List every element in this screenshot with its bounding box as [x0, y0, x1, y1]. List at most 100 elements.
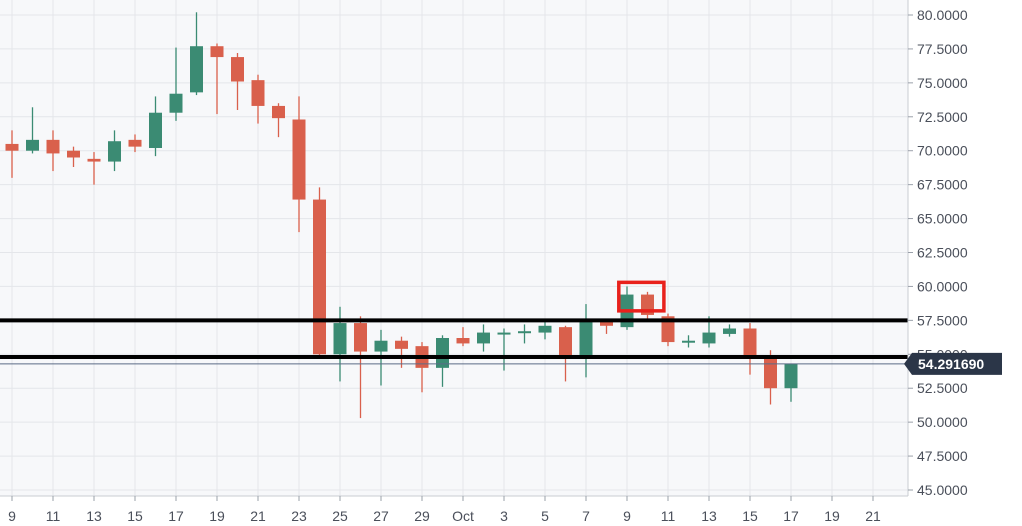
candle-up	[436, 335, 449, 387]
x-tick-label: 5	[541, 508, 549, 524]
candle-body	[87, 158, 101, 162]
x-tick-label: 19	[824, 508, 840, 524]
y-tick-label: 60.0000	[917, 278, 968, 294]
candle-down	[231, 53, 244, 110]
candle-body	[682, 340, 695, 343]
candle-body	[292, 119, 306, 200]
highlight-rectangle	[617, 280, 666, 313]
candle-body	[600, 321, 613, 326]
candle-up	[682, 335, 695, 348]
candle-body	[46, 139, 60, 154]
y-tick-label: 70.0000	[917, 143, 968, 159]
candle-down	[743, 323, 757, 375]
x-tick-label: 17	[168, 508, 184, 524]
x-tick-label: 11	[46, 508, 61, 524]
highlight-box	[617, 280, 666, 313]
x-tick-label: 13	[701, 508, 717, 524]
candle-up	[149, 96, 162, 157]
candle-down	[354, 316, 367, 419]
plot-background	[0, 0, 908, 496]
y-tick-label: 72.5000	[917, 109, 968, 125]
x-tick-label: 19	[209, 508, 225, 524]
candle-down	[67, 146, 80, 167]
y-tick-label: 67.5000	[917, 177, 968, 193]
grid-lines	[0, 0, 908, 496]
candle-body	[497, 332, 511, 335]
x-tick-label: 23	[291, 508, 307, 524]
candle-up	[190, 12, 203, 96]
candle-up	[518, 324, 531, 344]
candle-body	[354, 323, 367, 352]
candle-body	[764, 357, 777, 389]
candle-body	[559, 327, 572, 357]
x-tick-label: 21	[865, 508, 881, 524]
candle-down	[128, 134, 142, 153]
x-tick-label: 15	[742, 508, 758, 524]
candle-down	[87, 152, 101, 185]
y-axis: 80.0000 77.5000 75.0000 72.5000 70.0000 67.50…	[908, 7, 968, 498]
y-tick-label: 57.5000	[917, 312, 968, 328]
candle-down	[5, 130, 19, 178]
candle-body	[149, 112, 162, 148]
candle-up	[108, 130, 121, 172]
candle-down	[292, 96, 306, 233]
x-axis: 9 11 13 15 17 19 21 23 25 27 29 Oct 3 5 7 9 11 13 15 17 19 21	[8, 496, 881, 524]
x-tick-label: 25	[332, 508, 348, 524]
current-price-tag: 54.291690	[904, 352, 1002, 375]
candle-body	[702, 332, 716, 344]
candle-body	[67, 150, 80, 158]
candle-down	[313, 187, 326, 357]
x-tick-label: 9	[623, 508, 631, 524]
x-tick-label: 9	[8, 508, 16, 524]
candle-up	[579, 304, 593, 378]
candle-body	[436, 338, 449, 368]
candle-body	[374, 340, 388, 352]
y-tick-label: 50.0000	[917, 414, 968, 430]
candle-down	[395, 336, 408, 368]
candle-body	[579, 320, 593, 357]
x-tick-label: 17	[783, 508, 799, 524]
candle-down	[456, 327, 470, 347]
y-tick-label: 62.5000	[917, 245, 968, 261]
candle-body	[333, 323, 347, 355]
candle-body	[128, 139, 142, 147]
candle-down	[46, 130, 60, 172]
x-tick-label: Oct	[452, 508, 474, 524]
candle-body	[456, 338, 470, 344]
y-tick-label: 45.0000	[917, 482, 968, 498]
y-tick-label: 77.5000	[917, 41, 968, 57]
candle-body	[743, 328, 757, 357]
candle-body	[272, 105, 285, 119]
candle-body	[231, 57, 244, 82]
y-tick-label: 80.0000	[917, 7, 968, 23]
x-tick-label: 27	[373, 508, 389, 524]
candle-down	[251, 74, 265, 124]
current-price-label: 54.291690	[918, 356, 984, 372]
candle-body	[190, 46, 203, 93]
candle-up	[784, 363, 798, 402]
y-tick-label: 52.5000	[917, 380, 968, 396]
candle-up	[538, 321, 552, 340]
level-lines	[0, 318, 908, 365]
candle-body	[518, 331, 531, 334]
candle-body	[210, 46, 224, 58]
candle-body	[723, 328, 736, 334]
candle-down	[210, 43, 224, 115]
x-tick-label: 3	[500, 508, 508, 524]
candle-body	[395, 340, 408, 349]
candle-body	[538, 325, 552, 333]
candle-body	[661, 316, 675, 343]
y-tick-label: 75.0000	[917, 75, 968, 91]
x-tick-label: 29	[414, 508, 430, 524]
candle-down	[764, 350, 777, 405]
x-tick-label: 21	[250, 508, 266, 524]
candle-body	[5, 143, 19, 151]
candle-up	[169, 47, 183, 121]
candle-up	[723, 324, 736, 337]
candle-body	[26, 139, 39, 151]
candle-body	[108, 141, 121, 162]
price-tag-background	[904, 352, 1002, 375]
x-tick-label: 11	[661, 508, 676, 524]
candle-body	[251, 80, 265, 106]
